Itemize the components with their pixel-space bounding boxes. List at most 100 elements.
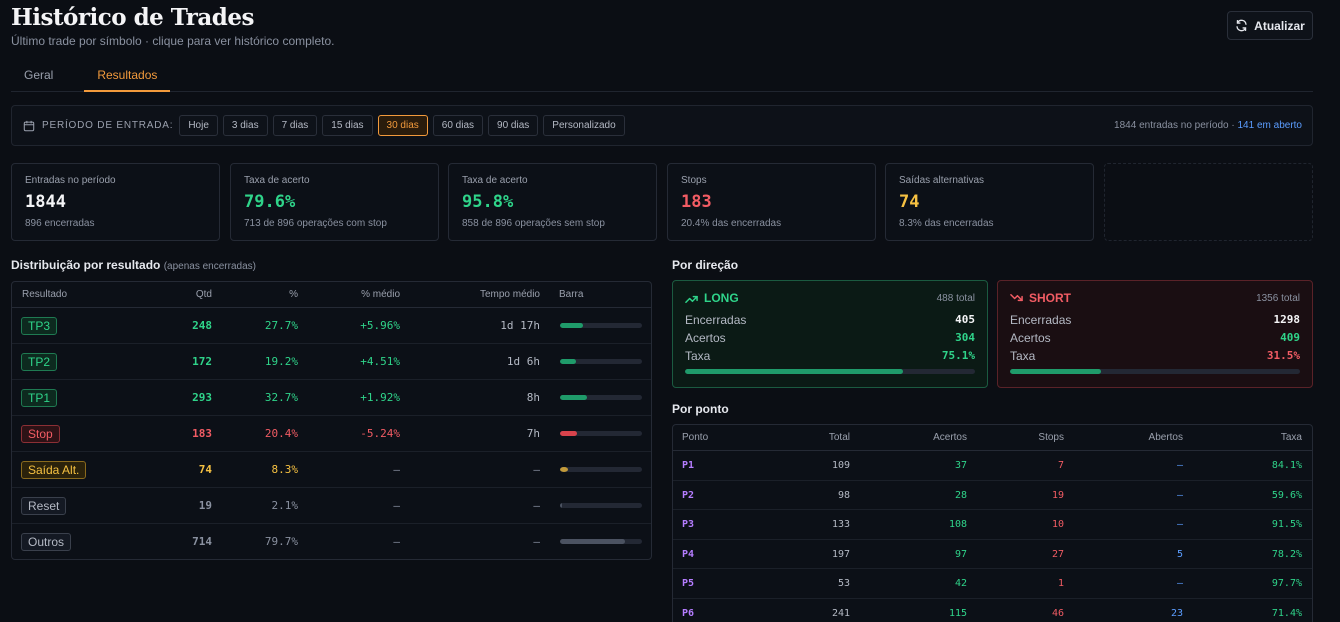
entries-count: 1844 entradas no período [1114, 120, 1229, 131]
table-row[interactable]: TP3 248 27.7% +5.96% 1d 17h [12, 308, 651, 344]
kpi-hit-rate-with-stop: Taxa de acerto 79.6% 713 de 896 operaçõe… [230, 163, 439, 241]
point-cell: P2 [682, 489, 695, 501]
col-resultado: Resultado [22, 289, 68, 300]
period-option-3-dias[interactable]: 3 dias [222, 115, 268, 136]
qtd-cell: 74 [198, 463, 212, 476]
qtd-cell: 19 [198, 499, 212, 512]
time-cell: 8h [526, 391, 540, 404]
table-row[interactable]: TP1 293 32.7% +1.92% 8h [12, 380, 651, 416]
col-taxa: Taxa [1280, 432, 1302, 443]
trend-down-icon [1010, 293, 1023, 301]
result-bar-fill [560, 539, 626, 544]
col-qtd: Qtd [195, 289, 212, 300]
avg-cell: -5.24% [360, 427, 400, 440]
pct-cell: 32.7% [264, 391, 298, 404]
direction-card-short: SHORT 1356 total Encerradas 1298 Acertos 4… [997, 280, 1313, 388]
points-title: Por ponto [672, 402, 729, 416]
kpi-value: 74 [899, 192, 920, 212]
qtd-cell: 293 [192, 391, 212, 404]
col-bar: Barra [559, 289, 584, 300]
points-table: Ponto Total Acertos Stops Abertos Taxa P… [672, 424, 1313, 622]
table-row[interactable]: TP2 172 19.2% +4.51% 1d 6h [12, 344, 651, 380]
short-rate: 31.5% [1266, 349, 1300, 362]
total-cell: 197 [831, 548, 850, 560]
time-cell: — [533, 499, 540, 512]
kpi-sub: 858 de 896 operações sem stop [462, 218, 605, 229]
period-option-90-dias[interactable]: 90 dias [488, 115, 539, 136]
open-count-link[interactable]: 141 em aberto [1237, 120, 1303, 131]
kpi-hit-rate-without-stop: Taxa de acerto 95.8% 858 de 896 operaçõe… [448, 163, 657, 241]
open-cell: — [1176, 519, 1183, 530]
result-badge: Stop [21, 425, 60, 443]
table-row[interactable]: Stop 183 20.4% -5.24% 7h [12, 416, 651, 452]
period-option-hoje[interactable]: Hoje [179, 115, 218, 136]
kpi-label: Taxa de acerto [462, 175, 528, 186]
avg-cell: +4.51% [360, 355, 400, 368]
short-closed-label: Encerradas [1010, 313, 1072, 327]
tab-geral[interactable]: Geral [24, 68, 54, 82]
short-hits-label: Acertos [1010, 331, 1051, 345]
total-cell: 53 [837, 578, 850, 589]
point-cell: P5 [682, 578, 695, 589]
table-row[interactable]: P3 133 108 10 — 91.5% [673, 510, 1312, 540]
kpi-value: 95.8% [462, 192, 514, 212]
tab-resultados[interactable]: Resultados [84, 62, 171, 92]
rate-cell: 78.2% [1271, 548, 1302, 560]
result-bar [560, 359, 642, 364]
period-option-7-dias[interactable]: 7 dias [272, 115, 318, 136]
point-cell: P1 [682, 460, 695, 471]
refresh-label: Atualizar [1254, 18, 1305, 33]
period-filter: PERÍODO DE ENTRADA: Hoje 3 dias 7 dias 1… [11, 105, 1313, 146]
table-row[interactable]: P4 197 97 27 5 78.2% [673, 540, 1312, 569]
distribution-title-text: Distribuição por resultado [11, 258, 161, 272]
result-badge: TP3 [21, 317, 58, 335]
short-rate-label: Taxa [1010, 349, 1036, 363]
table-row[interactable]: P1 109 37 7 — 84.1% [673, 451, 1312, 481]
result-badge: Reset [21, 497, 67, 515]
table-row[interactable]: P5 53 42 1 — 97.7% [673, 569, 1312, 599]
refresh-button[interactable]: Atualizar [1227, 11, 1313, 40]
avg-cell: — [393, 535, 400, 548]
period-option-60-dias[interactable]: 60 dias [432, 115, 484, 136]
result-bar-fill [560, 467, 568, 472]
pct-cell: 20.4% [264, 427, 298, 440]
pct-cell: 27.7% [264, 319, 298, 332]
period-option-15-dias[interactable]: 15 dias [322, 115, 373, 136]
table-row[interactable]: Saída Alt. 74 8.3% — — [12, 452, 651, 488]
point-cell: P4 [682, 548, 695, 560]
kpi-sub: 713 de 896 operações com stop [244, 218, 387, 229]
period-option-30-dias[interactable]: 30 dias [377, 115, 428, 136]
col-avg: % médio [361, 289, 400, 300]
table-row[interactable]: Outros 714 79.7% — — [12, 524, 651, 560]
period-label: PERÍODO DE ENTRADA: [42, 120, 174, 131]
table-row[interactable]: P6 241 115 46 23 71.4% [673, 599, 1312, 622]
hits-cell: 42 [954, 578, 967, 589]
long-rate-bar [685, 369, 975, 374]
stops-cell: 19 [1051, 489, 1064, 501]
tab-bar: Geral Resultados [11, 62, 1313, 92]
col-time: Tempo médio [479, 289, 540, 300]
open-cell: — [1176, 489, 1183, 501]
short-closed: 1298 [1273, 313, 1301, 326]
long-rate-fill [685, 369, 903, 374]
long-hits: 304 [955, 331, 975, 344]
page-title: Histórico de Trades [11, 4, 254, 31]
point-cell: P6 [682, 607, 695, 619]
kpi-label: Stops [681, 175, 707, 186]
table-row[interactable]: P2 98 28 19 — 59.6% [673, 481, 1312, 510]
stops-cell: 46 [1051, 607, 1064, 619]
point-cell: P3 [682, 519, 695, 530]
page-header: Histórico de Trades Último trade por sím… [11, 4, 334, 48]
short-name: SHORT [1029, 291, 1071, 305]
period-summary: 1844 entradas no período · 141 em aberto [1114, 120, 1302, 131]
table-row[interactable]: Reset 19 2.1% — — [12, 488, 651, 524]
col-abertos: Abertos [1148, 432, 1183, 443]
kpi-alt-exits: Saídas alternativas 74 8.3% das encerrad… [885, 163, 1094, 241]
short-label: SHORT [1010, 291, 1071, 305]
period-option-personalizado[interactable]: Personalizado [543, 115, 625, 136]
col-total: Total [828, 432, 850, 443]
hits-cell: 37 [954, 460, 967, 471]
result-bar [560, 431, 642, 436]
result-bar-fill [560, 323, 583, 328]
result-badge: TP1 [21, 389, 58, 407]
